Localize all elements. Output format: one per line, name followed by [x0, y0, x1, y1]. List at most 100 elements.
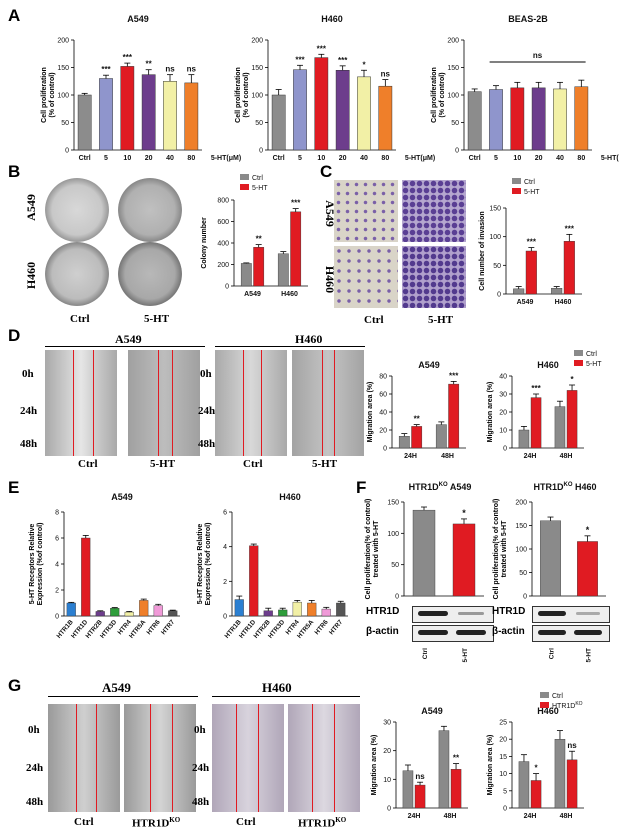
legend-label: HTR1DKO: [552, 701, 583, 710]
g-col-ctrl: Ctrl: [74, 816, 94, 828]
y-tick-label: 0: [387, 806, 391, 813]
x-tick-label: 80: [187, 155, 195, 162]
g-underline-h460: [212, 696, 360, 697]
significance-label: ***: [531, 384, 541, 393]
d-time-0h-b: 0h: [200, 368, 212, 380]
bar: [292, 601, 302, 617]
g-title-h460: H460: [262, 680, 292, 695]
significance-label: ***: [123, 53, 133, 62]
chart-c: 0 50 100 150 *** A549 *** H460 Cell number of in…: [479, 178, 582, 306]
legend-swatch: [574, 350, 583, 356]
y-tick-label: 30: [499, 392, 507, 399]
bar: [510, 87, 525, 151]
y-tick-label: 25: [499, 720, 507, 727]
x-tick-label: HTR6: [314, 618, 331, 636]
chart-a3: 0 50 100 150 200 BEAS-2B Ctrl 5 10 20 40 80 ns 5-HT(μ…: [431, 14, 619, 162]
g-red-lines: [0, 704, 370, 812]
chart-a2: 0 50 100 150 200 H460 Ctrl 5 *** 10 *** 20 *** 40 * 80 n…: [235, 14, 435, 162]
x-tick-label: 10: [123, 155, 131, 162]
legend-label: Ctrl: [524, 179, 535, 186]
g-h460-ko: [288, 704, 360, 812]
g-time-48h-b: 48h: [192, 796, 210, 808]
d-underline-a549: [45, 346, 205, 347]
y-tick-label: 50: [255, 120, 263, 127]
y-tick-label: 50: [61, 120, 69, 127]
legend-label: Ctrl: [552, 693, 563, 700]
significance-label: *: [570, 375, 574, 384]
g-col-ko-b-sup: KO: [335, 816, 347, 824]
y-tick-label: 0: [455, 148, 459, 155]
x-tick-label: 20: [145, 155, 153, 162]
y-axis-label: Cell proliferation(% of control)treated …: [365, 499, 380, 600]
significance-label: *: [534, 764, 538, 773]
y-tick-label: 0: [65, 148, 69, 155]
chart-title-sup: KO: [563, 482, 572, 488]
bar: [234, 599, 244, 617]
bar-ctrl: [402, 770, 414, 809]
chart-title-rest: H460: [572, 482, 596, 492]
chart-d1: 0 20 40 60 80 A549 ** 24H *** 48H Migration area (…: [367, 360, 466, 460]
x-tick-label: HTR7: [328, 618, 345, 636]
chart-title: HTR1DKO H460: [533, 482, 596, 492]
y-tick-label: 20: [383, 748, 391, 755]
bar-htr1d: [530, 780, 542, 809]
y-tick-label: 150: [57, 65, 69, 72]
g-col-ctrl-b: Ctrl: [236, 816, 256, 828]
g-col-ko-sup: KO: [169, 816, 181, 824]
chart-b: 0 200 400 600 800 ** A549 *** H460 Colony number C…: [201, 174, 308, 298]
legend-swatch: [512, 188, 521, 194]
bar-ctrl: [277, 253, 289, 287]
y-axis-label-line: Expression (%of control): [37, 523, 44, 606]
y-tick-label: 4: [223, 544, 227, 551]
y-axis-label-line: Migration area (%): [487, 735, 494, 796]
g-title-a549: A549: [102, 680, 131, 695]
x-tick-label: 24H: [524, 813, 537, 820]
significance-label: ***: [527, 238, 537, 247]
y-axis-label-line: Expression (%of control): [205, 523, 212, 606]
bar: [378, 85, 393, 151]
y-axis-label-line: treated with 5-HT: [501, 520, 508, 578]
y-tick-label: 0: [225, 284, 229, 291]
x-tick-label: 80: [381, 155, 389, 162]
bar: [263, 610, 273, 617]
y-tick-label: 10: [383, 777, 391, 784]
y-tick-label: 200: [447, 38, 459, 45]
bar-ctrl: [554, 739, 566, 809]
bar: [531, 87, 546, 151]
bar: [124, 611, 134, 617]
y-tick-label: 200: [515, 500, 527, 507]
inv-col-ctrl: Ctrl: [364, 314, 384, 326]
bar-5ht: [525, 250, 537, 295]
significance-label: ns: [415, 772, 425, 781]
y-tick-label: 50: [519, 570, 527, 577]
d-a549-ctrl: [45, 350, 117, 456]
d-time-48h-b: 48h: [198, 438, 216, 450]
y-tick-label: 50: [451, 120, 459, 127]
significance-label: ***: [291, 199, 301, 208]
significance-label: ns: [381, 70, 391, 79]
g-a549-ctrl: [48, 704, 120, 812]
significance-label: ***: [449, 371, 459, 380]
x-tick-label: HTR7: [160, 618, 177, 636]
legend-label: 5-HT: [586, 361, 602, 368]
y-tick-label: 100: [447, 93, 459, 100]
y-tick-label: 0: [383, 446, 387, 453]
x-tick-label: Ctrl: [422, 648, 429, 659]
g-col-ko: HTR1DKO: [132, 816, 180, 830]
y-tick-label: 4: [55, 562, 59, 569]
panel-label-g: G: [8, 676, 22, 695]
g-col-ko-b-base: HTR1D: [298, 817, 336, 830]
x-tick-label: Ctrl: [79, 155, 91, 162]
y-axis-label-line: (% of control): [49, 72, 56, 117]
d-underline-h460: [215, 346, 365, 347]
chart-title: HTR1DKO A549: [409, 482, 472, 492]
bar: [553, 88, 567, 151]
significance-label: ***: [317, 44, 327, 53]
f2-blot-label-actin: β-actin: [492, 626, 525, 637]
legend-label: Ctrl: [586, 351, 597, 358]
invasion-images: [328, 180, 473, 312]
y-axis-label: Colony number: [201, 217, 208, 269]
significance-label: *: [462, 508, 466, 518]
d-a549-5ht: [128, 350, 200, 456]
x-tick-label: 48H: [444, 813, 457, 820]
